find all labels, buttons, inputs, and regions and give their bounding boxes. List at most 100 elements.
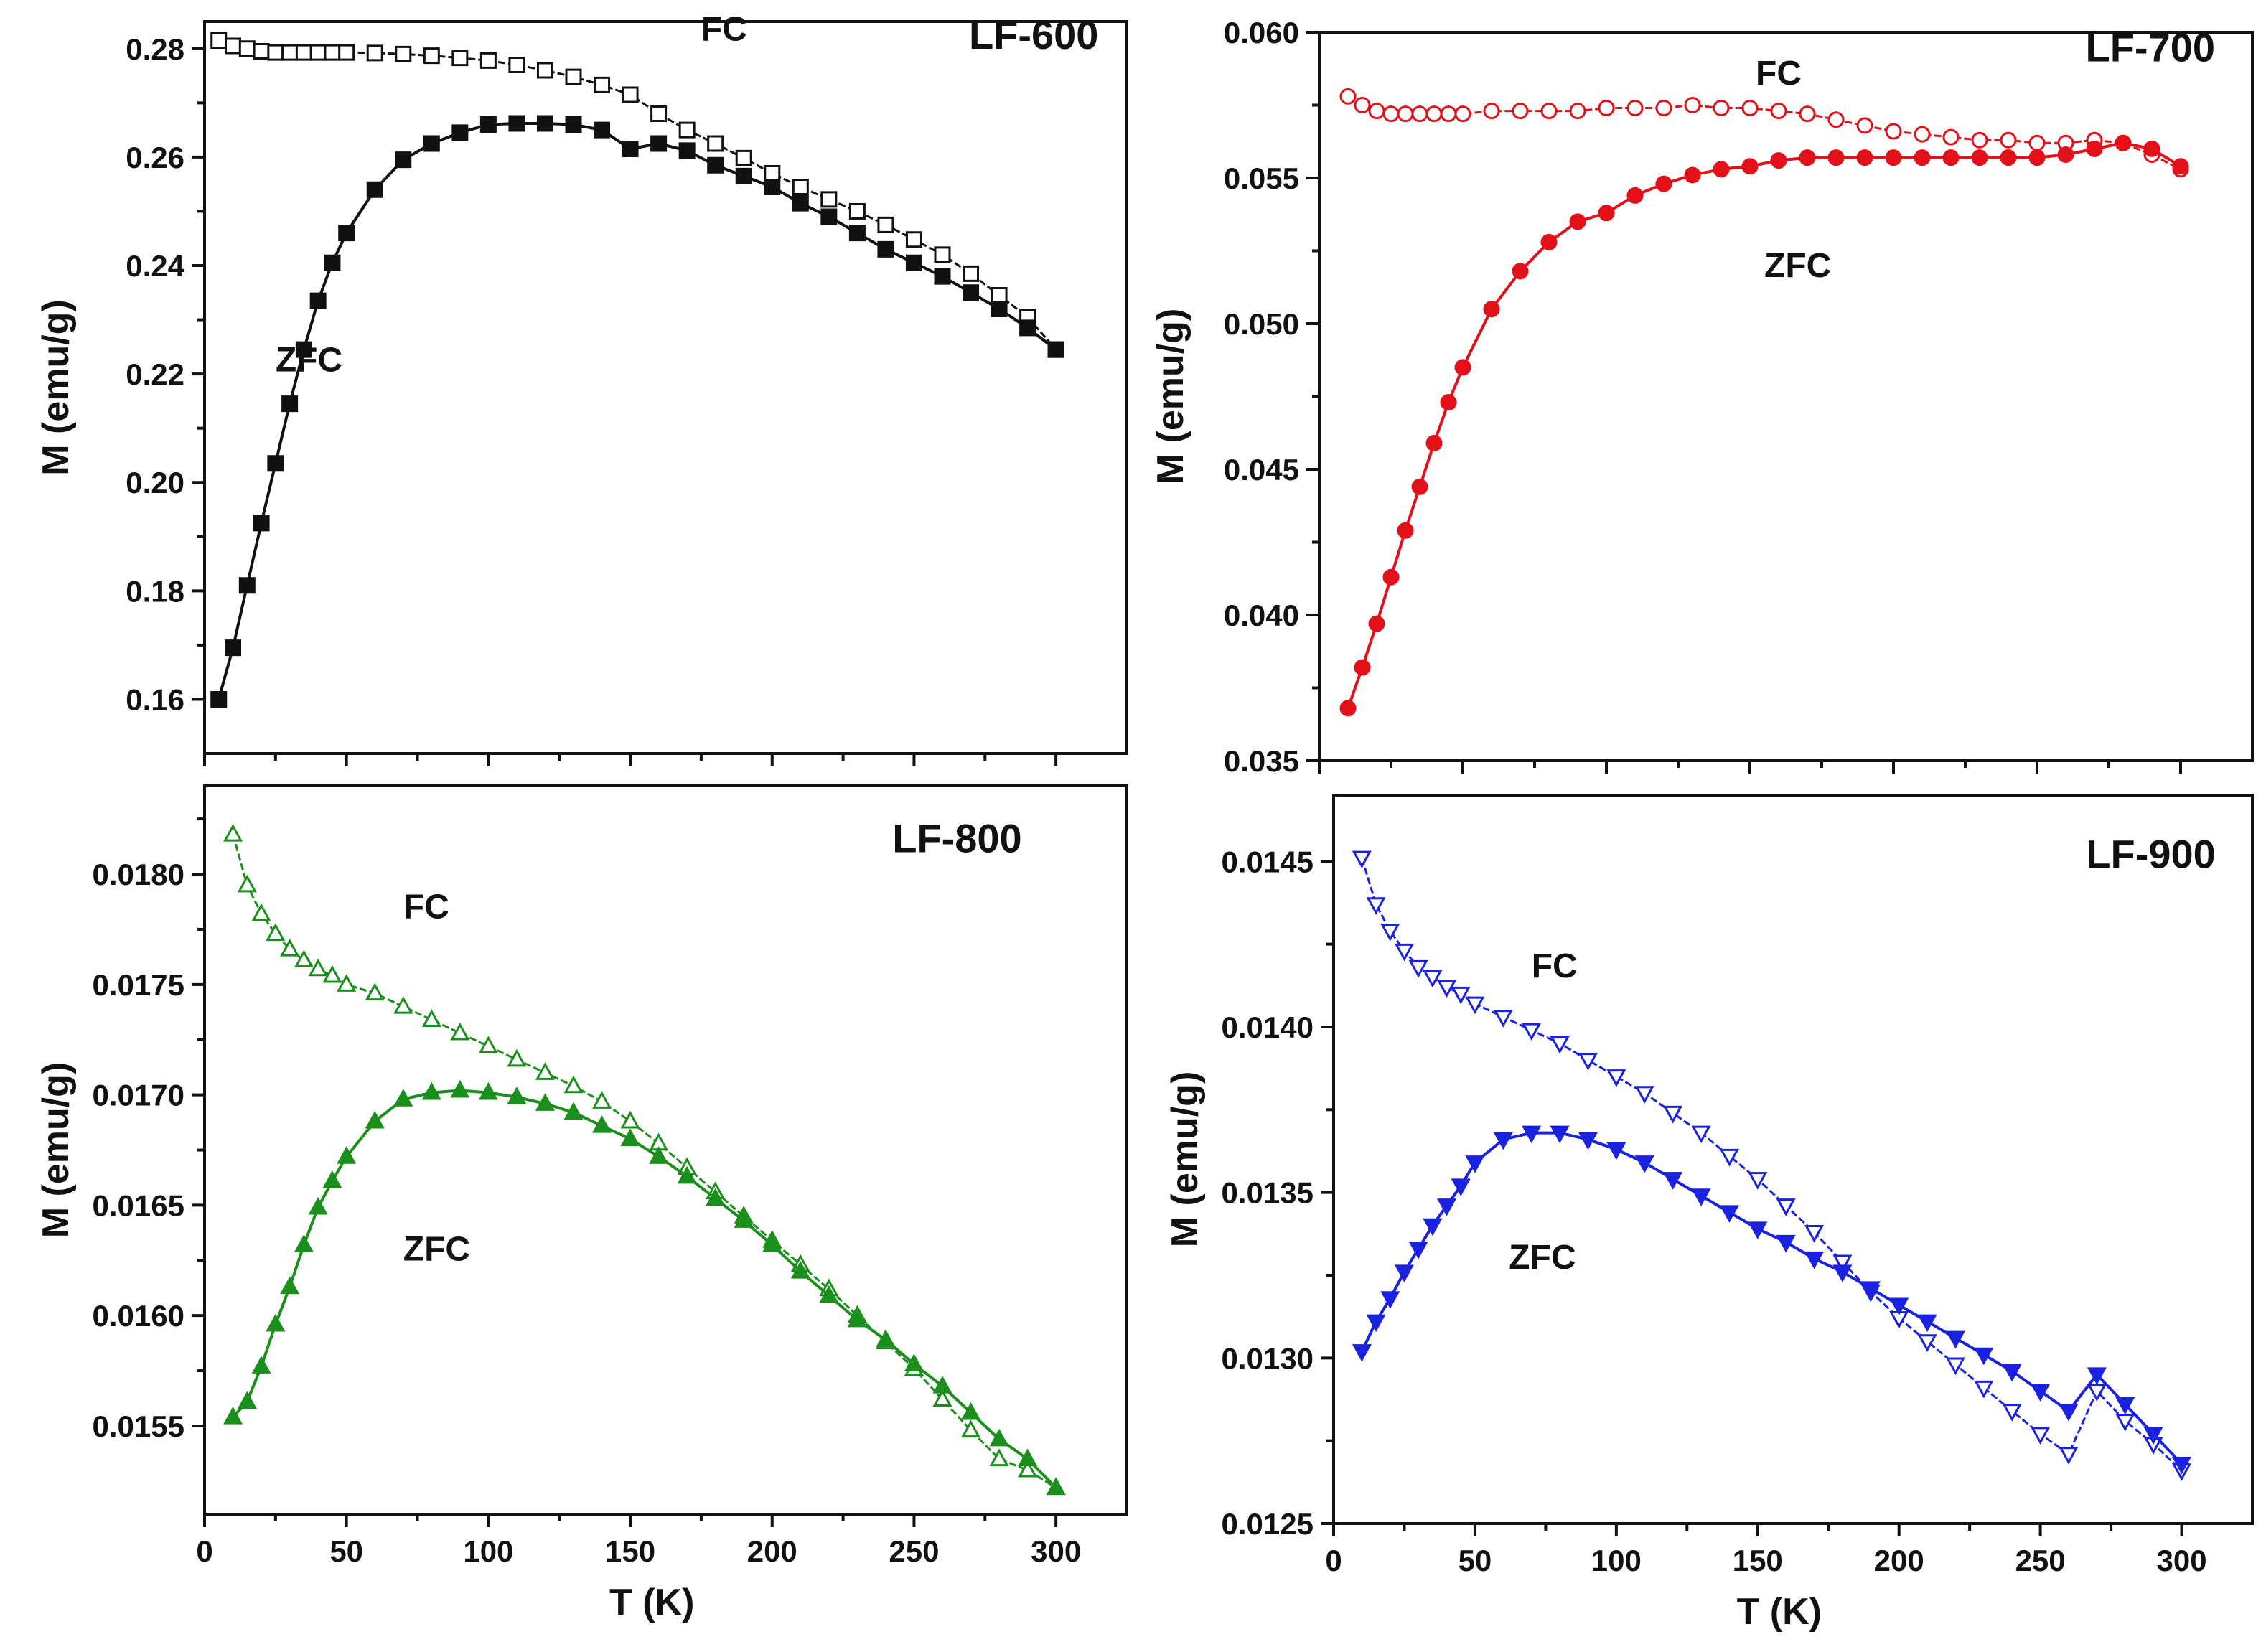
data-point-fc — [1917, 1334, 1937, 1352]
data-point-fc — [421, 1009, 441, 1028]
data-point-fc — [1770, 103, 1787, 120]
data-point-zfc — [764, 178, 781, 195]
data-point-fc — [1380, 924, 1400, 942]
data-point-zfc — [478, 1081, 498, 1100]
y-tick-label: 0.0130 — [1222, 1341, 1314, 1375]
data-point-fc — [1626, 100, 1644, 117]
data-point-zfc — [2115, 134, 2132, 151]
data-point-zfc — [1540, 233, 1558, 250]
data-point-zfc — [1832, 1264, 1853, 1282]
data-point-fc — [1914, 126, 1931, 143]
data-point-fc — [592, 1091, 612, 1109]
data-point-fc — [450, 1022, 470, 1041]
data-point-fc — [1942, 128, 1960, 146]
data-point-zfc — [507, 1087, 527, 1104]
y-axis-label: M (emu/g) — [35, 1062, 77, 1239]
data-point-zfc — [592, 1115, 612, 1133]
data-point-zfc — [266, 1313, 286, 1332]
panel-label: LF-900 — [2086, 832, 2216, 877]
data-point-zfc — [1598, 205, 1615, 222]
data-point-zfc — [365, 1110, 385, 1129]
y-tick-label: 0.0145 — [1222, 845, 1314, 878]
data-point-zfc — [1860, 1281, 1881, 1300]
data-point-zfc — [2059, 1404, 2079, 1422]
data-point-fc — [479, 52, 497, 69]
data-point-zfc — [1394, 1264, 1414, 1282]
data-point-fc — [1352, 850, 1372, 869]
series-line-zfc — [1360, 1131, 2183, 1465]
data-point-fc — [1522, 1023, 1542, 1041]
data-point-zfc — [2115, 1397, 2135, 1415]
data-point-zfc — [536, 115, 553, 132]
data-point-fc — [1885, 123, 1902, 140]
data-point-fc — [1606, 1069, 1626, 1087]
data-point-zfc — [1606, 1142, 1626, 1160]
panel-lf-700: 0.035 0.040 0.045 0.050 0.055 0.060 M (emu/g) L… — [1150, 16, 2254, 778]
data-point-fc — [932, 1389, 952, 1407]
data-point-fc — [848, 202, 866, 220]
data-point-zfc — [2028, 149, 2046, 166]
data-point-zfc — [1512, 263, 1529, 280]
data-point-zfc — [309, 292, 327, 309]
y-tick-label: 0.18 — [126, 574, 184, 608]
data-point-zfc — [620, 1128, 640, 1147]
data-point-zfc — [1684, 166, 1701, 184]
data-point-zfc — [1483, 301, 1500, 318]
data-point-fc — [423, 47, 440, 65]
y-tick-label: 0.055 — [1224, 161, 1299, 195]
data-point-fc — [1382, 105, 1400, 123]
data-point-zfc — [423, 135, 440, 152]
data-point-fc — [225, 37, 242, 55]
data-point-zfc — [1437, 1198, 1457, 1216]
x-axis-label: T (K) — [609, 1582, 694, 1623]
data-point-fc — [237, 874, 257, 893]
data-point-fc — [238, 40, 256, 57]
data-point-zfc — [1770, 152, 1787, 169]
data-point-zfc — [479, 116, 497, 133]
data-point-fc — [1397, 105, 1414, 123]
data-point-zfc — [1046, 1477, 1066, 1496]
data-point-zfc — [792, 194, 809, 212]
data-point-zfc — [1423, 1218, 1443, 1236]
fc-label: FC — [701, 10, 747, 48]
data-point-fc — [393, 995, 413, 1014]
fc-label: FC — [1532, 947, 1578, 985]
data-point-zfc — [1578, 1132, 1598, 1150]
data-point-zfc — [677, 1165, 697, 1184]
data-point-zfc — [450, 1079, 470, 1098]
data-point-zfc — [337, 1146, 357, 1164]
data-point-fc — [337, 974, 357, 992]
data-point-zfc — [649, 1146, 669, 1164]
data-point-fc — [2031, 1427, 2051, 1445]
data-point-fc — [324, 44, 341, 61]
data-point-fc — [1368, 103, 1385, 120]
data-point-zfc — [1971, 149, 1988, 166]
data-point-fc — [281, 44, 299, 61]
data-point-fc — [1451, 986, 1471, 1005]
data-point-zfc — [225, 639, 242, 657]
y-tick-label: 0.20 — [126, 466, 184, 499]
data-point-fc — [1493, 1010, 1513, 1028]
data-point-zfc — [1522, 1125, 1542, 1144]
data-point-fc — [2059, 1447, 2079, 1465]
data-point-fc — [820, 191, 838, 208]
y-tick-label: 0.0160 — [93, 1299, 184, 1333]
y-axis-label: M (emu/g) — [1164, 1071, 1206, 1248]
data-point-zfc — [253, 515, 270, 532]
zfc-label: ZFC — [1764, 247, 1831, 285]
y-tick-label: 0.24 — [126, 249, 184, 283]
plot-frame — [1332, 794, 2254, 1525]
data-point-zfc — [1856, 149, 1873, 166]
y-tick-label: 0.0125 — [1222, 1507, 1314, 1541]
x-tick-label: 150 — [605, 1534, 655, 1568]
data-point-zfc — [1799, 149, 1816, 166]
data-point-fc — [1540, 103, 1558, 120]
data-point-fc — [322, 965, 342, 983]
data-point-fc — [308, 958, 328, 977]
data-point-zfc — [210, 690, 228, 708]
data-point-zfc — [1382, 568, 1400, 586]
data-point-fc — [1655, 100, 1672, 117]
series-line-fc — [1360, 858, 2183, 1472]
fc-label: FC — [403, 888, 449, 926]
